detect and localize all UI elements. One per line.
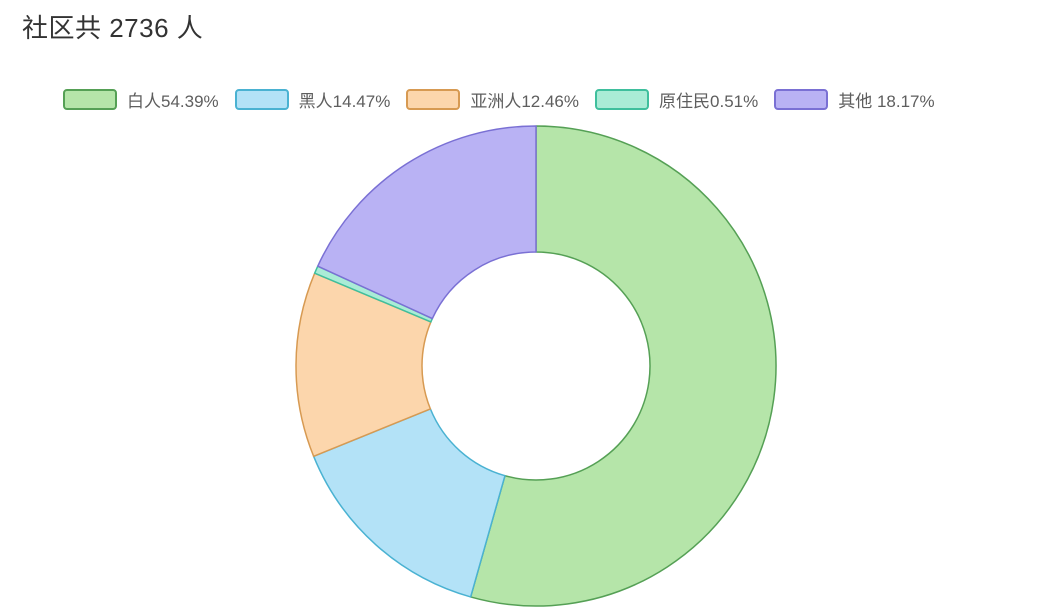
chart-title: 社区共 2736 人	[22, 13, 204, 43]
legend-item-black[interactable]: 黑人14.47%	[234, 87, 391, 112]
asian-swatch-icon	[406, 89, 461, 110]
legend-item-asian[interactable]: 亚洲人12.46%	[406, 87, 579, 112]
legend-label-native: 原住民0.51%	[659, 92, 759, 111]
black-swatch-icon	[234, 89, 289, 110]
legend-label-black: 黑人14.47%	[298, 92, 391, 111]
legend-item-other[interactable]: 其他 18.17%	[774, 87, 935, 112]
donut-slice-other[interactable]	[317, 125, 537, 320]
native-swatch-icon	[595, 89, 650, 110]
legend: 白人54.39% 黑人14.47% 亚洲人12.46% 原住民0.51% 其他 …	[63, 87, 935, 112]
other-swatch-icon	[774, 89, 829, 110]
legend-label-asian: 亚洲人12.46%	[470, 92, 580, 111]
donut-slice-black[interactable]	[312, 408, 506, 598]
legend-label-white: 白人54.39%	[127, 92, 219, 111]
white-swatch-icon	[63, 89, 117, 110]
donut-slice-white[interactable]	[469, 125, 777, 607]
legend-item-native[interactable]: 原住民0.51%	[595, 87, 758, 112]
legend-label-other: 其他 18.17%	[838, 92, 935, 111]
legend-item-white[interactable]: 白人54.39%	[63, 87, 219, 112]
